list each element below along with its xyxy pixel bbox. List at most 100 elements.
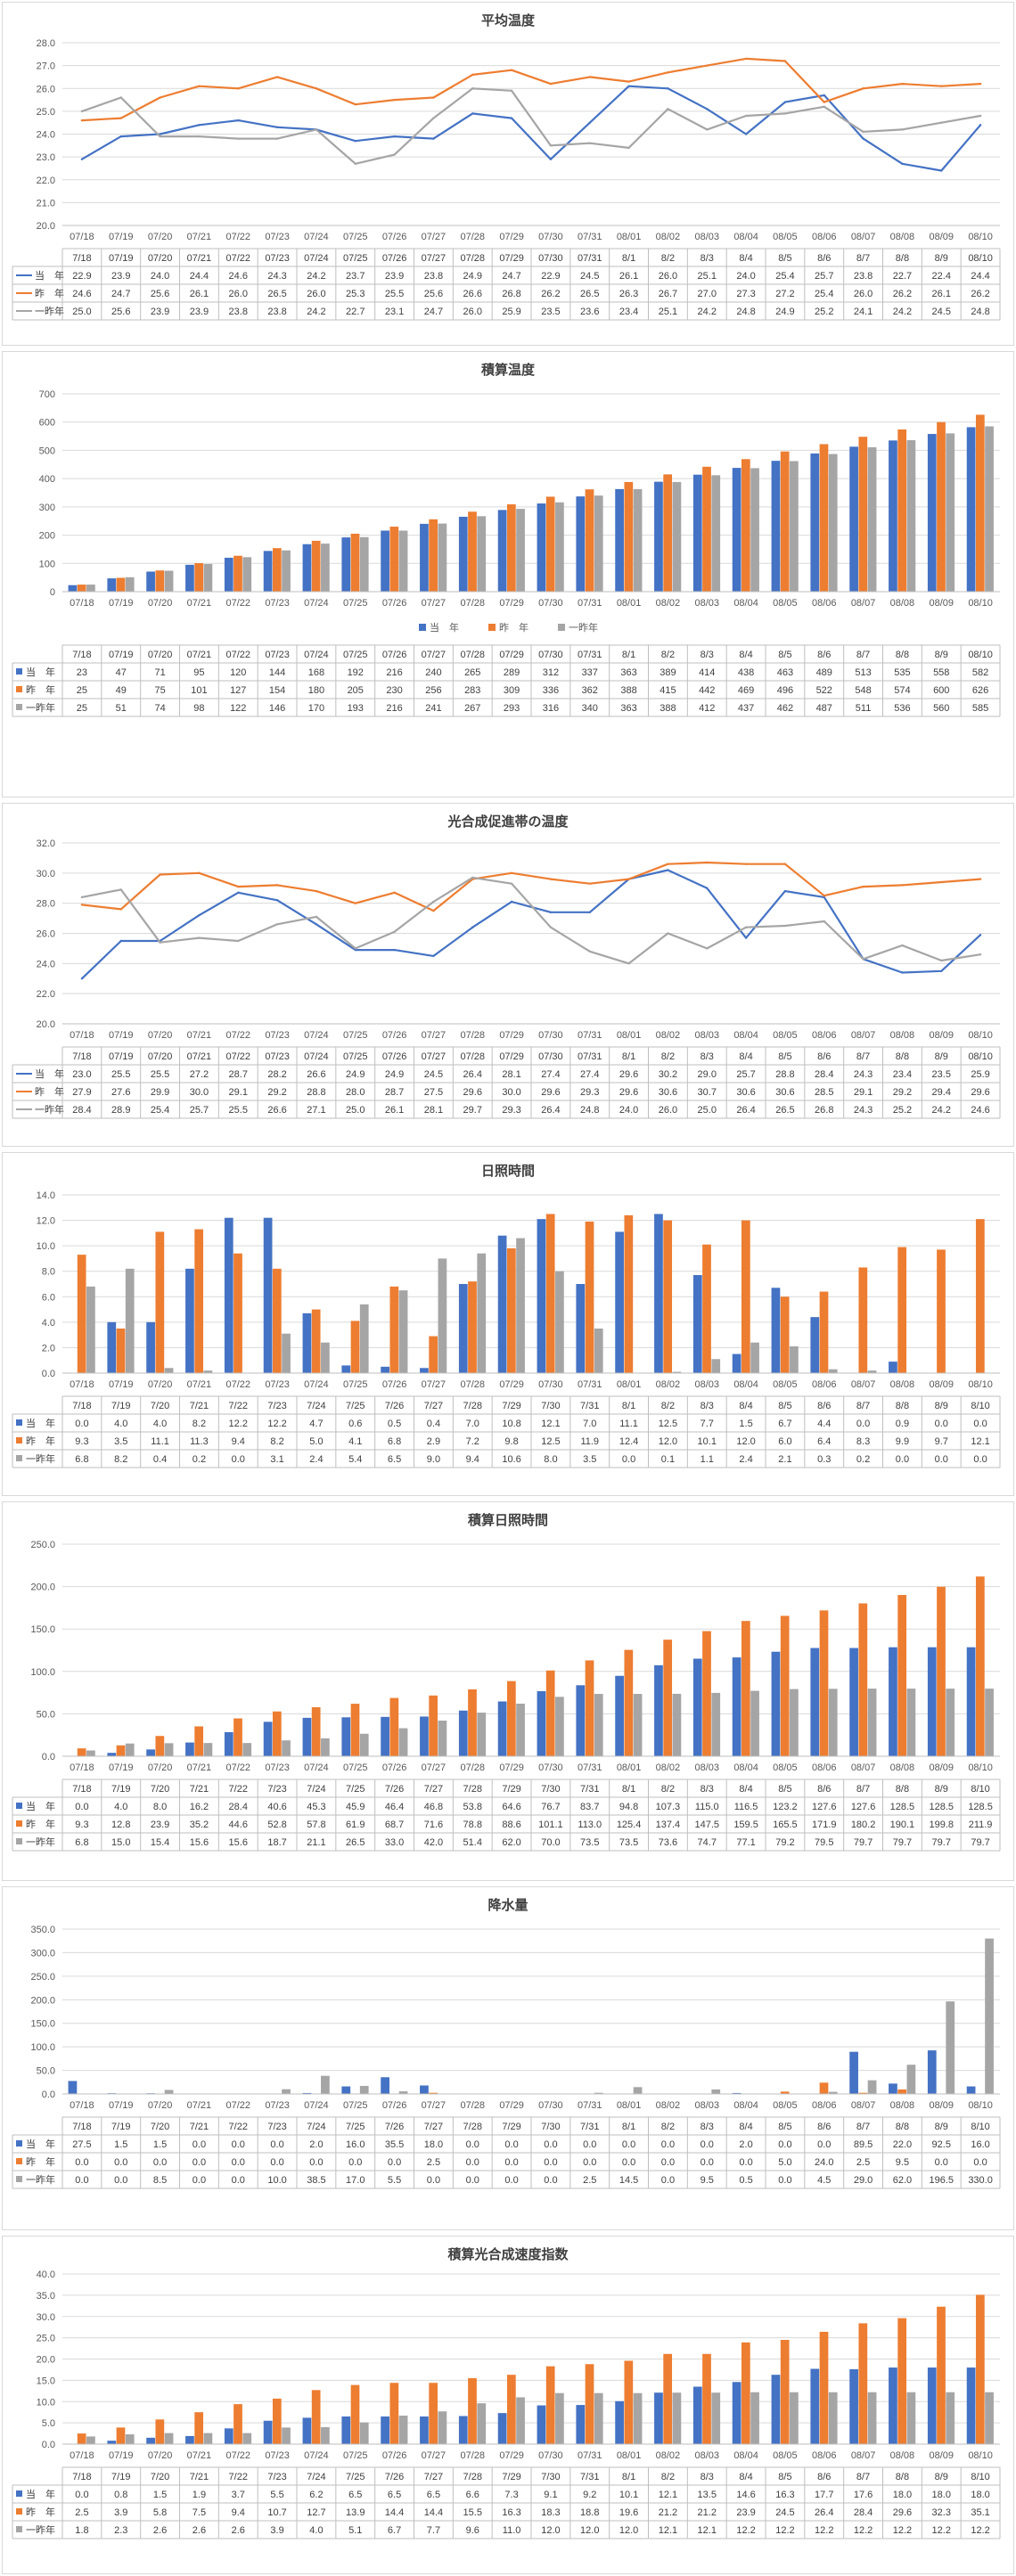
- table-value-cell: 21.2: [698, 2507, 717, 2518]
- table-value-cell: 25.7: [736, 1069, 755, 1080]
- table-value-cell: 12.2: [971, 2525, 989, 2536]
- y-tick-label: 300.0: [30, 1948, 55, 1959]
- table-value-cell: 5.4: [348, 1454, 362, 1465]
- table-value-cell: 8.2: [270, 1436, 283, 1447]
- bar: [194, 2412, 204, 2444]
- table-value-cell: 26.5: [267, 289, 286, 299]
- table-value-cell: 12.5: [541, 1436, 560, 1447]
- data-point: [979, 124, 982, 127]
- table-header-cell: 8/3: [701, 2122, 714, 2132]
- x-tick-label: 07/20: [148, 1379, 173, 1390]
- table-value-cell: 25.5: [229, 1105, 248, 1116]
- table-value-cell: 0.0: [466, 2157, 479, 2168]
- table-value-cell: 12.2: [932, 2525, 951, 2536]
- data-point: [979, 953, 982, 956]
- table-value-cell: 26.1: [932, 289, 951, 299]
- data-point: [393, 948, 396, 952]
- table-header-cell: 07/25: [343, 253, 368, 264]
- table-header-cell: 7/24: [307, 2122, 325, 2132]
- bar: [771, 461, 781, 592]
- table-value-cell: 25.0: [346, 1105, 365, 1116]
- table-header-cell: 07/24: [304, 253, 329, 264]
- table-value-cell: 196.5: [929, 2175, 954, 2186]
- table-value-cell: 24.5: [424, 1069, 443, 1080]
- data-point: [510, 69, 513, 71]
- table-value-cell: 29.3: [502, 1105, 520, 1116]
- table-header-cell: 7/26: [385, 2472, 404, 2482]
- bar: [429, 2092, 438, 2094]
- table-value-cell: 127: [230, 685, 246, 696]
- table-header-cell: 7/30: [541, 1401, 560, 1411]
- table-header-cell: 07/21: [187, 1051, 212, 1062]
- bar: [516, 509, 525, 592]
- table-value-cell: 24.5: [580, 271, 599, 282]
- x-tick-label: 08/04: [733, 232, 758, 242]
- table-series-name: 一昨年: [35, 305, 64, 317]
- table-value-cell: 29.6: [971, 1087, 989, 1098]
- table-header-cell: 7/21: [190, 1401, 209, 1411]
- table-value-cell: 312: [543, 667, 559, 678]
- table-value-cell: 12.0: [580, 2525, 599, 2536]
- table-value-cell: 17.0: [346, 2175, 365, 2186]
- data-point: [979, 933, 982, 936]
- x-tick-label: 08/02: [656, 598, 681, 609]
- table-value-cell: 47: [116, 667, 127, 678]
- table-value-cell: 71: [154, 667, 165, 678]
- table-header-cell: 7/24: [307, 1401, 325, 1411]
- y-tick-label: 300: [39, 503, 55, 513]
- table-header-cell: 8/1: [622, 253, 635, 264]
- table-header-cell: 7/19: [111, 2472, 130, 2482]
- table-header-cell: 7/22: [229, 2122, 248, 2132]
- table-value-cell: 3.9: [270, 2525, 283, 2536]
- bar: [194, 562, 204, 592]
- table-value-cell: 6.7: [778, 1419, 791, 1429]
- bar: [663, 1220, 673, 1373]
- table-value-cell: 2.5: [583, 2175, 596, 2186]
- x-tick-label: 07/18: [70, 1030, 94, 1041]
- bar: [966, 427, 976, 592]
- data-point: [315, 128, 318, 131]
- table-header-cell: 8/7: [856, 650, 870, 660]
- table-value-cell: 12.1: [659, 2490, 677, 2500]
- table-value-cell: 147.5: [694, 1820, 719, 1830]
- bar: [927, 2050, 937, 2094]
- table-value-cell: 180: [308, 685, 324, 696]
- bar: [116, 1745, 126, 1756]
- data-point: [783, 112, 787, 115]
- table-value-cell: 0.0: [309, 2157, 323, 2168]
- bar: [458, 2416, 468, 2444]
- bar: [506, 1681, 516, 1756]
- table-value-cell: 24.7: [424, 307, 443, 317]
- bar: [906, 440, 916, 592]
- bar: [702, 1244, 711, 1373]
- x-tick-label: 07/25: [343, 1030, 368, 1041]
- table-value-cell: 18.0: [971, 2490, 989, 2500]
- bar: [185, 1742, 194, 1756]
- bar: [985, 426, 994, 592]
- table-value-cell: 23.6: [580, 307, 599, 317]
- table-value-cell: 496: [777, 685, 793, 696]
- x-tick-label: 07/26: [382, 598, 407, 609]
- bar: [398, 530, 408, 592]
- table-series-name: 当 年: [26, 2488, 55, 2500]
- bar: [506, 504, 516, 592]
- bar: [429, 1336, 438, 1373]
- table-header-cell: 07/26: [382, 253, 407, 264]
- x-tick-label: 08/06: [812, 598, 837, 609]
- table-value-cell: 4.5: [817, 2175, 831, 2186]
- bar: [477, 1713, 487, 1756]
- table-header-cell: 7/25: [346, 2472, 365, 2482]
- table-value-cell: 123.2: [773, 1802, 798, 1812]
- bar: [810, 2368, 820, 2444]
- legend-swatch: [419, 624, 426, 631]
- table-value-cell: 4.4: [817, 1419, 831, 1429]
- table-value-cell: 23.8: [229, 307, 248, 317]
- table-value-cell: 25.3: [346, 289, 365, 299]
- table-value-cell: 5.5: [270, 2490, 283, 2500]
- x-tick-label: 07/24: [304, 2450, 329, 2461]
- table-value-cell: 2.6: [232, 2525, 245, 2536]
- x-tick-label: 07/25: [343, 1379, 368, 1390]
- table-value-cell: 94.8: [619, 1802, 638, 1812]
- bar: [663, 474, 673, 592]
- data-point: [783, 889, 787, 893]
